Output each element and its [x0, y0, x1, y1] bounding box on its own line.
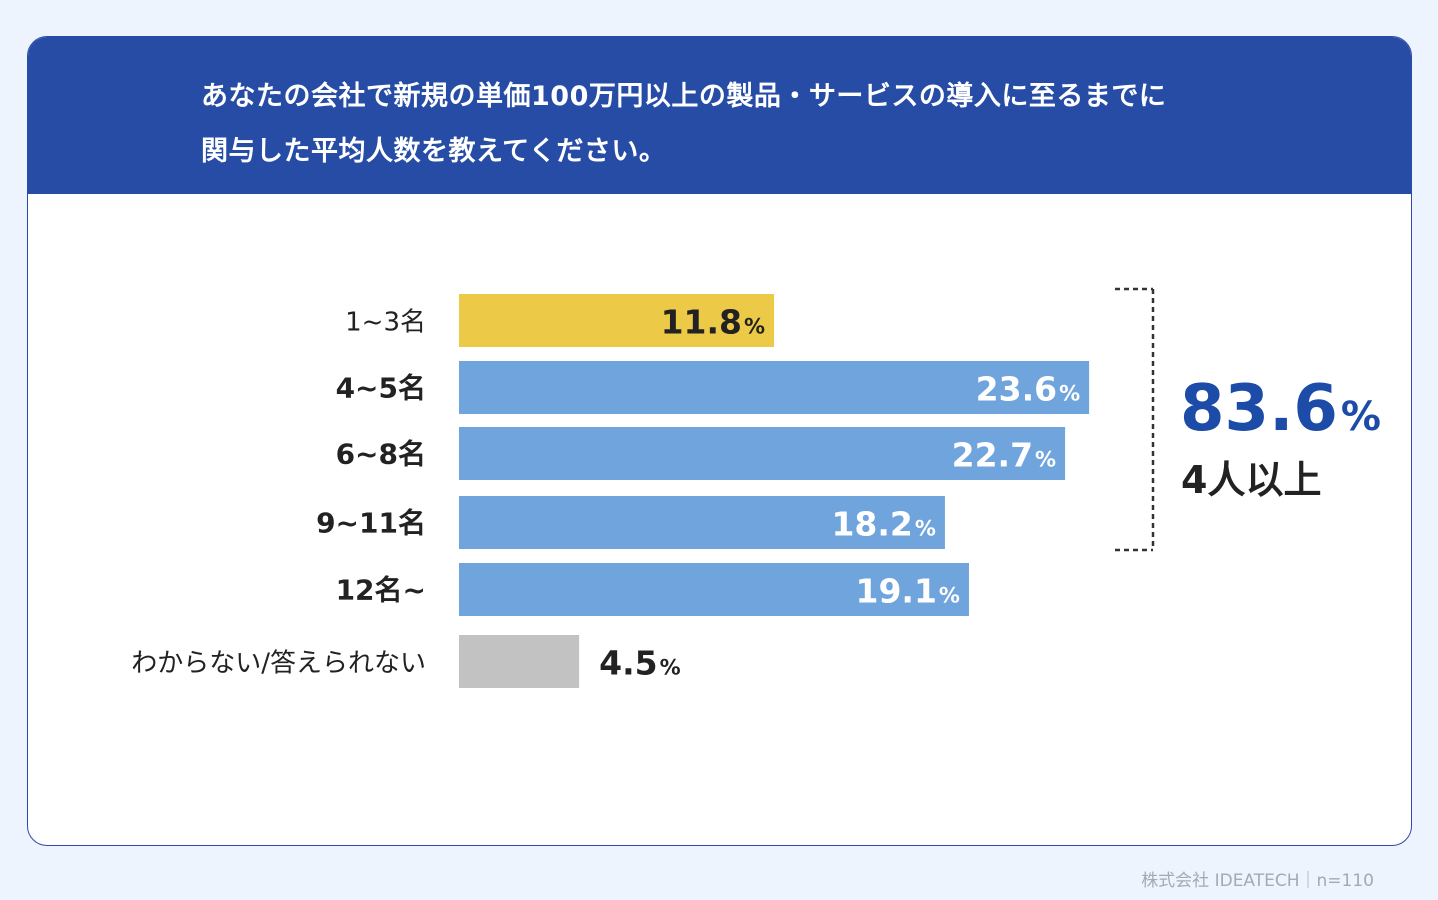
category-label: 1~3名: [345, 308, 426, 338]
value-label: 19.1%: [856, 572, 960, 611]
bar: [459, 361, 1090, 414]
value-label: 4.5%: [599, 644, 681, 683]
value-label: 23.6%: [976, 370, 1080, 409]
bar: [459, 635, 580, 688]
bar: [459, 427, 1066, 480]
value-label: 22.7%: [952, 436, 1056, 475]
category-label: 9~11名: [316, 507, 426, 540]
summary-label: 4人以上: [1181, 458, 1321, 502]
question-line-1: あなたの会社で新規の単価100万円以上の製品・サービスの導入に至るまでに: [201, 81, 1167, 112]
value-label: 11.8%: [661, 303, 765, 342]
chart-card: あなたの会社で新規の単価100万円以上の製品・サービスの導入に至るまでに 関与し…: [27, 36, 1412, 846]
bar: [459, 563, 969, 616]
bar: [459, 294, 775, 347]
bar: [459, 496, 945, 549]
category-label: わからない/答えられない: [131, 649, 426, 679]
category-label: 12名~: [336, 574, 426, 607]
question-header: あなたの会社で新規の単価100万円以上の製品・サービスの導入に至るまでに 関与し…: [28, 37, 1411, 194]
summary-value: 83.6%: [1180, 372, 1381, 446]
source-note: 株式会社 IDEATECH｜n=110: [1141, 871, 1374, 891]
question-line-2: 関与した平均人数を教えてください。: [201, 136, 667, 167]
value-label: 18.2%: [831, 505, 935, 544]
question-text: あなたの会社で新規の単価100万円以上の製品・サービスの導入に至るまでに 関与し…: [201, 69, 1301, 179]
category-label: 4~5名: [336, 372, 426, 405]
category-label: 6~8名: [336, 438, 426, 471]
